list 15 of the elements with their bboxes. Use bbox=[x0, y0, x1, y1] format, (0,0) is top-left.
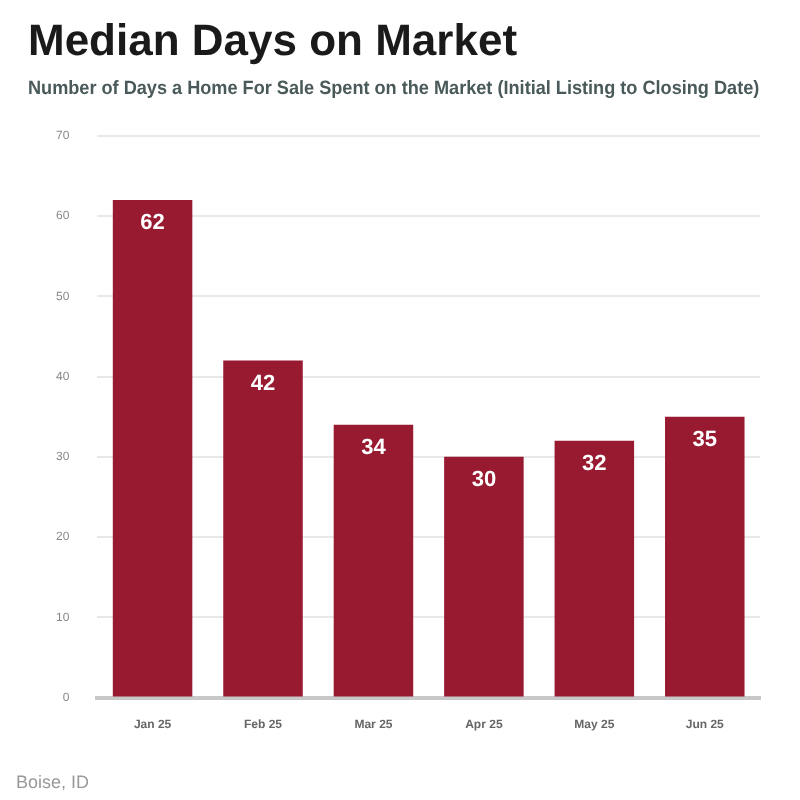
chart-title: Median Days on Market bbox=[28, 14, 519, 65]
bar bbox=[554, 440, 635, 697]
chart-subtitle: Number of Days a Home For Sale Spent on the Market (Initial Listing to Closing Date) bbox=[28, 77, 760, 98]
data-label: 34 bbox=[361, 435, 388, 460]
bar bbox=[333, 424, 414, 697]
data-label: 32 bbox=[582, 451, 607, 476]
data-label: 30 bbox=[471, 467, 497, 492]
bar bbox=[444, 456, 524, 697]
data-label: 62 bbox=[140, 211, 165, 236]
bar bbox=[665, 416, 745, 697]
bar bbox=[112, 200, 193, 697]
data-label: 42 bbox=[250, 371, 276, 396]
data-label: 35 bbox=[692, 427, 718, 452]
text: Boise, ID bbox=[16, 771, 91, 792]
bar bbox=[223, 360, 303, 697]
